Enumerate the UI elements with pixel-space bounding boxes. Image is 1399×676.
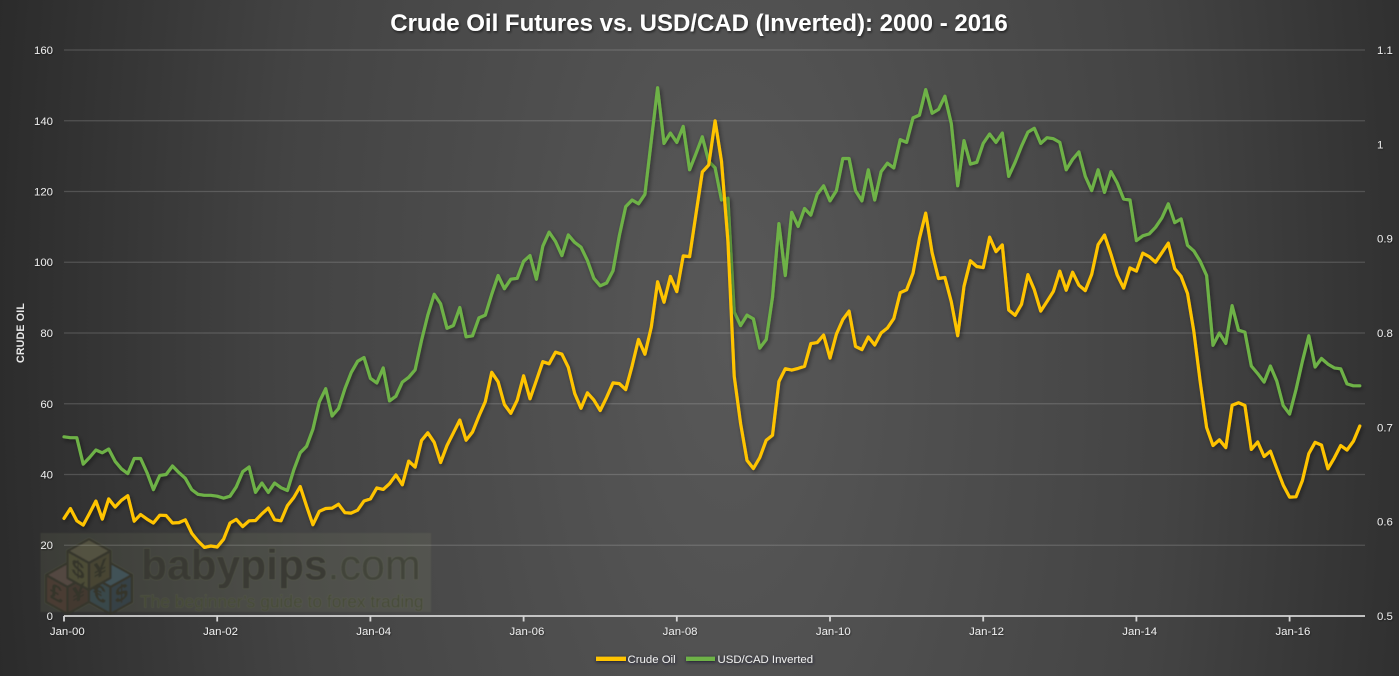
svg-text:100: 100 xyxy=(34,257,53,269)
svg-text:Jan-02: Jan-02 xyxy=(203,626,238,638)
svg-text:140: 140 xyxy=(34,116,53,128)
svg-text:80: 80 xyxy=(40,328,53,340)
svg-text:Jan-00: Jan-00 xyxy=(50,626,85,638)
svg-text:£: £ xyxy=(50,578,63,610)
svg-text:Jan-12: Jan-12 xyxy=(969,626,1004,638)
svg-text:Jan-16: Jan-16 xyxy=(1275,626,1310,638)
svg-text:.com: .com xyxy=(328,542,421,590)
svg-text:0.9: 0.9 xyxy=(1377,234,1393,246)
svg-text:20: 20 xyxy=(40,540,53,552)
svg-text:USD/CAD Inverted: USD/CAD Inverted xyxy=(718,654,814,666)
svg-text:160: 160 xyxy=(34,45,53,57)
svg-text:1: 1 xyxy=(1377,139,1383,151)
svg-text:babypips: babypips xyxy=(141,543,328,590)
svg-text:40: 40 xyxy=(40,470,53,482)
svg-text:60: 60 xyxy=(40,399,53,411)
svg-text:1.1: 1.1 xyxy=(1377,45,1393,57)
svg-text:0.6: 0.6 xyxy=(1377,517,1393,529)
svg-text:Crude Oil: Crude Oil xyxy=(628,654,676,666)
svg-text:¥: ¥ xyxy=(72,578,85,610)
svg-text:0.7: 0.7 xyxy=(1377,422,1393,434)
svg-text:120: 120 xyxy=(34,187,53,199)
svg-text:Jan-06: Jan-06 xyxy=(509,626,544,638)
svg-text:0.5: 0.5 xyxy=(1377,611,1393,623)
svg-text:The beginner’s guide to forex: The beginner’s guide to forex trading xyxy=(140,592,424,612)
svg-text:0.8: 0.8 xyxy=(1377,328,1393,340)
svg-text:CRUDE OIL: CRUDE OIL xyxy=(15,303,27,363)
svg-text:¥: ¥ xyxy=(94,554,107,586)
svg-text:Crude Oil Futures vs. USD/CAD: Crude Oil Futures vs. USD/CAD (Inverted)… xyxy=(390,10,1008,37)
svg-text:$: $ xyxy=(115,578,128,610)
svg-text:Jan-08: Jan-08 xyxy=(663,626,698,638)
svg-text:€: € xyxy=(93,578,106,610)
svg-text:0: 0 xyxy=(47,611,53,623)
svg-text:Jan-10: Jan-10 xyxy=(816,626,851,638)
svg-text:Jan-14: Jan-14 xyxy=(1122,626,1157,638)
svg-text:$: $ xyxy=(72,554,85,586)
svg-text:Jan-04: Jan-04 xyxy=(356,626,391,638)
